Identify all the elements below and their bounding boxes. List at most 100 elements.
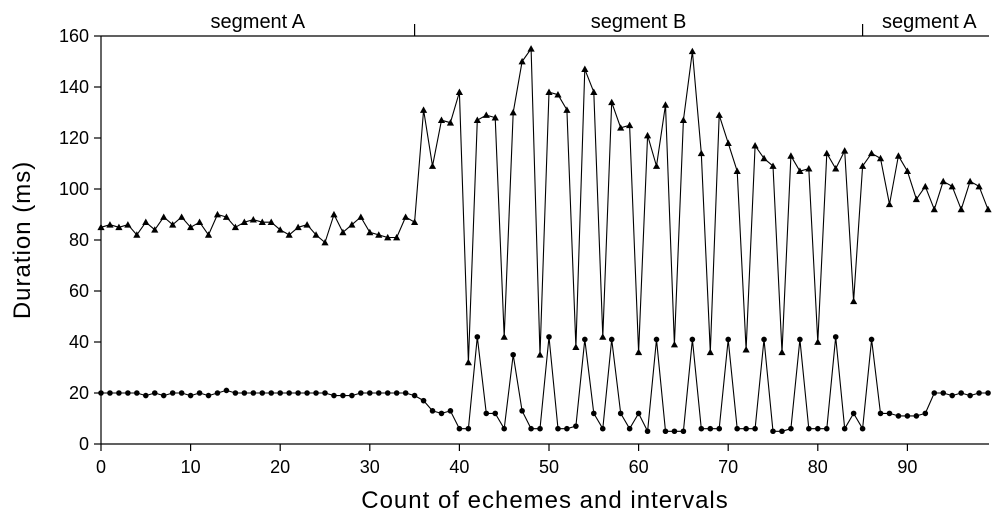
data-point	[778, 348, 786, 356]
data-point	[295, 390, 301, 396]
series-line	[100, 48, 989, 363]
data-point	[635, 348, 643, 356]
data-point	[420, 397, 427, 404]
data-point	[187, 392, 194, 399]
data-point	[930, 205, 938, 213]
data-point	[357, 213, 365, 220]
data-point	[715, 111, 723, 118]
data-point	[814, 338, 822, 345]
data-point	[143, 392, 149, 399]
data-point	[752, 425, 758, 432]
data-point	[661, 101, 670, 108]
data-point	[582, 336, 588, 343]
data-point	[178, 213, 186, 220]
data-point	[590, 88, 598, 95]
data-point	[259, 390, 266, 396]
data-point	[438, 410, 445, 417]
y-tick-label: 140	[59, 77, 89, 97]
data-point	[949, 392, 955, 399]
data-point	[402, 390, 409, 396]
data-point	[465, 425, 472, 432]
data-point	[921, 182, 929, 190]
data-point	[563, 106, 571, 113]
data-point	[975, 182, 983, 190]
x-tick-label: 50	[539, 457, 559, 477]
data-point	[815, 425, 821, 432]
data-point	[698, 425, 705, 432]
data-point	[393, 233, 401, 241]
data-point	[358, 390, 364, 396]
data-point	[509, 108, 517, 116]
data-point	[473, 116, 481, 124]
data-point	[393, 390, 400, 396]
data-point	[806, 425, 812, 432]
data-point	[349, 392, 355, 399]
y-tick-label: 80	[69, 230, 89, 250]
data-point	[321, 238, 329, 246]
data-point	[464, 358, 472, 366]
data-point	[134, 390, 140, 396]
data-point	[976, 390, 982, 396]
y-tick-label: 40	[69, 332, 89, 352]
data-point	[939, 177, 947, 185]
x-tick-label: 40	[449, 457, 469, 477]
data-point	[545, 88, 553, 95]
data-point	[832, 165, 840, 172]
y-tick-label: 20	[69, 383, 89, 403]
data-point	[626, 121, 634, 129]
data-point	[125, 390, 131, 396]
data-point	[697, 149, 705, 157]
x-tick-label: 80	[808, 457, 828, 477]
data-point	[760, 154, 768, 162]
data-point	[501, 425, 508, 432]
data-point	[294, 223, 302, 231]
data-point	[528, 425, 534, 432]
segment-label: segment A	[882, 11, 977, 33]
data-point	[832, 334, 839, 340]
data-point	[617, 410, 624, 417]
y-tick-label: 0	[79, 434, 89, 454]
data-point	[706, 348, 714, 356]
data-point	[411, 392, 418, 399]
data-point	[931, 390, 938, 396]
data-point	[788, 425, 794, 432]
data-point	[573, 423, 579, 429]
data-point	[366, 228, 374, 236]
data-point	[375, 390, 382, 396]
data-point	[411, 218, 419, 226]
x-axis-ticks: 0 10 20 30 40 50 60 70 80 90	[96, 444, 917, 477]
data-point	[286, 390, 292, 396]
data-point	[546, 334, 552, 340]
data-point	[769, 162, 777, 169]
data-point	[608, 336, 615, 343]
data-point	[653, 336, 660, 343]
data-point	[304, 390, 310, 396]
data-point	[214, 390, 221, 396]
data-point	[474, 334, 481, 340]
series-triangle	[97, 45, 992, 366]
data-point	[213, 210, 222, 218]
data-point	[151, 390, 158, 396]
segment-labels: segment A segment B segment A	[211, 11, 978, 33]
data-point	[850, 297, 858, 305]
data-point	[339, 228, 347, 236]
data-point	[277, 390, 284, 396]
data-point	[912, 195, 920, 203]
data-point	[241, 390, 248, 396]
data-point	[886, 410, 893, 417]
data-point	[142, 218, 150, 226]
x-axis-title: Count of echemes and intervals	[361, 487, 729, 514]
data-point	[384, 390, 391, 396]
x-tick-label: 30	[360, 457, 380, 477]
data-point	[787, 152, 795, 159]
data-point	[151, 226, 159, 233]
data-point	[617, 124, 625, 131]
data-point	[276, 226, 284, 233]
data-point	[859, 162, 867, 169]
data-point	[742, 346, 750, 353]
data-point	[303, 221, 311, 228]
data-point	[903, 167, 911, 175]
data-point	[285, 231, 293, 238]
data-point	[985, 390, 991, 396]
